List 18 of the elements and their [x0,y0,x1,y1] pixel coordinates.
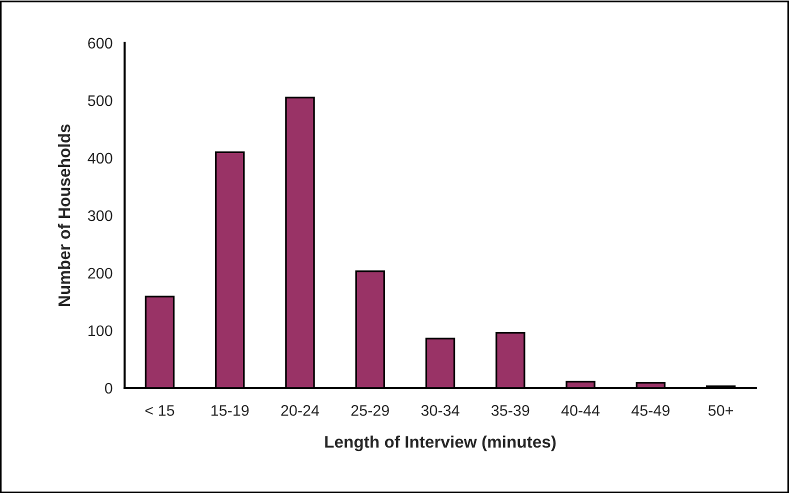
x-tick-label: 35-39 [491,405,530,416]
x-tick-label: 45-49 [631,405,670,416]
y-tick-label: 200 [88,268,112,279]
x-tick-label: 25-29 [351,405,389,416]
x-tick-label: 20-24 [281,405,320,416]
x-tick-label: 50+ [708,405,733,416]
x-tick-label: 15-19 [211,405,249,416]
y-tick-label: 100 [88,325,112,336]
x-tick-label: 30-34 [421,405,460,416]
y-tick-label: 600 [88,38,112,49]
x-axis-title: Length of Interview (minutes) [325,436,556,452]
x-tick-label: < 15 [145,405,174,416]
y-tick-label: 300 [88,210,112,222]
y-tick-label: 500 [88,95,112,106]
y-axis-title: Number of Households [58,124,70,306]
x-tick-label: 40-44 [561,405,600,416]
y-tick-label: 0 [104,382,112,394]
y-tick-label: 400 [88,152,112,164]
